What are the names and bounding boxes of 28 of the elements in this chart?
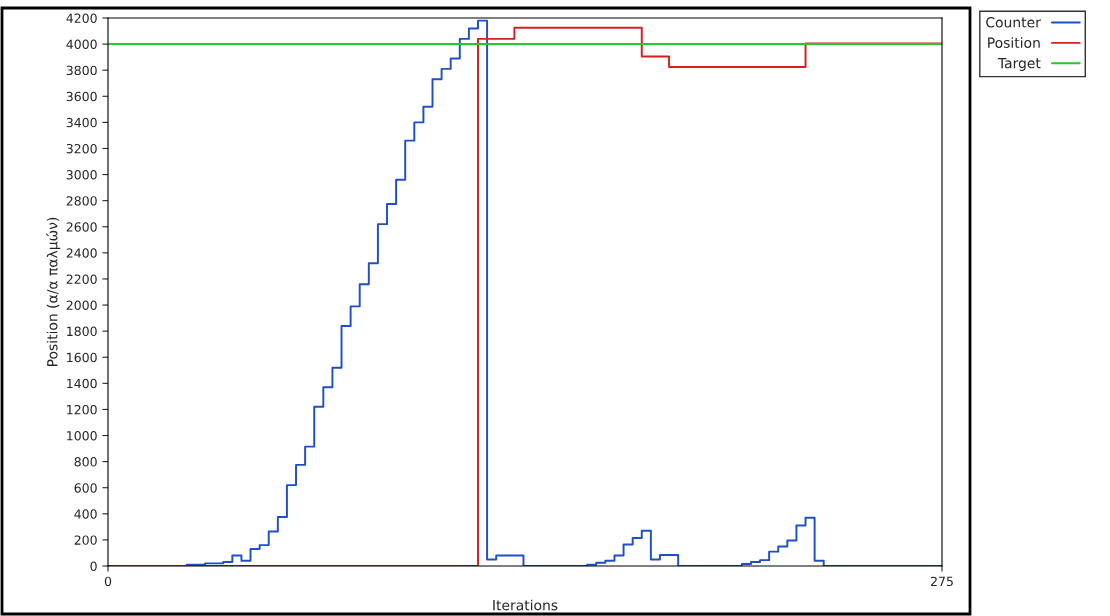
y-tick-label: 2600 (66, 222, 97, 232)
y-tick-label: 800 (74, 457, 97, 467)
y-tick-label: 2000 (66, 300, 97, 310)
y-tick-label: 3000 (66, 170, 97, 180)
y-tick-label: 2200 (66, 274, 97, 284)
legend-label: Counter (986, 17, 1041, 28)
y-tick-label: 3200 (66, 143, 97, 154)
x-axis-title: Iterations (493, 599, 558, 611)
y-tick-label: 1800 (67, 326, 97, 337)
y-tick-label: 1200 (67, 404, 97, 415)
y-tick-label: 2400 (66, 248, 97, 258)
legend-label: Target (997, 58, 1041, 72)
y-tick-label: 200 (74, 535, 97, 545)
y-tick-label: 4200 (66, 13, 97, 23)
y-tick-label: 4000 (66, 39, 97, 50)
y-tick-label: 0 (90, 561, 97, 571)
x-tick-label: 275 (930, 576, 953, 587)
y-tick-label: 600 (74, 483, 97, 493)
y-tick-label: 1600 (67, 352, 97, 363)
y-tick-label: 400 (74, 509, 97, 519)
y-tick-label: 3800 (66, 65, 97, 76)
y-tick-label: 2800 (66, 196, 97, 206)
y-tick-label: 1400 (67, 378, 97, 389)
y-tick-label: 3400 (66, 117, 97, 128)
legend-label: Position (988, 37, 1040, 48)
y-tick-label: 3600 (66, 91, 97, 102)
y-tick-label: 1000 (67, 431, 97, 441)
y-axis-title: Position (α/α παλμών) (46, 217, 61, 366)
